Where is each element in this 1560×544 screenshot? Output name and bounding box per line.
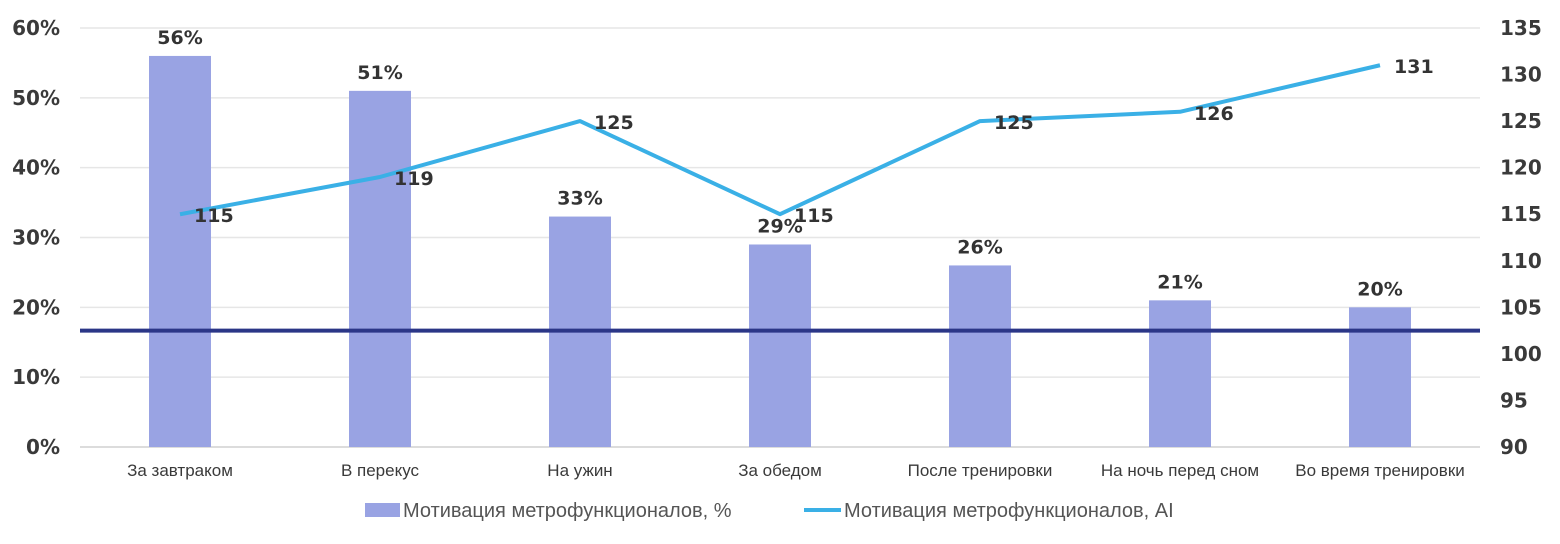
bar-value-label: 29% — [757, 215, 802, 237]
y-left-tick-label: 20% — [12, 295, 60, 319]
bar-value-label: 21% — [1157, 271, 1202, 293]
bar — [1149, 300, 1211, 447]
line-path — [179, 63, 1381, 217]
y-right-tick-label: 130 — [1500, 63, 1542, 87]
line-data-labels: 115 119 125 115 125 126 131 — [194, 56, 1434, 227]
legend-swatch-bars — [365, 503, 400, 517]
legend: Мотивация метрофункционалов, % Мотивация… — [365, 500, 1174, 522]
y-right-tick-label: 95 — [1500, 388, 1528, 412]
y-right-tick-label: 90 — [1500, 435, 1528, 459]
line-series — [179, 63, 1381, 217]
line-value-label: 125 — [594, 112, 634, 134]
bar-value-label: 33% — [557, 188, 602, 210]
y-left-tick-label: 40% — [12, 156, 60, 180]
bar — [749, 244, 811, 447]
bar — [149, 55, 211, 447]
bar-data-labels: 56% 51% 33% 29% 26% 21% 20% — [157, 27, 1402, 300]
y-axis-right: 90 95 100 105 110 115 120 125 130 135 — [1500, 16, 1542, 459]
y-left-tick-label: 60% — [12, 16, 60, 40]
y-right-tick-label: 125 — [1500, 109, 1542, 133]
line-value-label: 119 — [394, 168, 434, 190]
y-left-tick-label: 30% — [12, 226, 60, 250]
bar-value-label: 20% — [1357, 278, 1402, 300]
bar-value-label: 51% — [357, 62, 402, 84]
y-left-tick-label: 0% — [26, 435, 60, 459]
legend-label-bars: Мотивация метрофункционалов, % — [403, 500, 732, 522]
x-category-label: За обедом — [738, 461, 822, 480]
line-value-label: 115 — [194, 205, 234, 227]
x-category-label: После тренировки — [908, 461, 1053, 480]
y-axis-left: 0% 10% 20% 30% 40% 50% 60% — [12, 16, 60, 459]
bar-value-label: 56% — [157, 27, 202, 49]
y-right-tick-label: 115 — [1500, 202, 1542, 226]
x-axis: За завтраком В перекус На ужин За обедом Пос… — [127, 461, 1465, 480]
bar — [949, 265, 1011, 447]
y-right-tick-label: 120 — [1500, 156, 1542, 180]
line-value-label: 125 — [994, 112, 1034, 134]
legend-label-line: Мотивация метрофункционалов, AI — [844, 500, 1174, 522]
y-right-tick-label: 135 — [1500, 16, 1542, 40]
y-left-tick-label: 10% — [12, 365, 60, 389]
line-value-label: 126 — [1194, 103, 1234, 125]
x-category-label: За завтраком — [127, 461, 233, 480]
line-value-label: 115 — [794, 205, 834, 227]
bar-value-label: 26% — [957, 236, 1002, 258]
y-right-tick-label: 105 — [1500, 295, 1542, 319]
x-category-label: На ночь перед сном — [1101, 461, 1259, 480]
y-right-tick-label: 110 — [1500, 249, 1542, 273]
x-category-label: На ужин — [547, 461, 612, 480]
x-category-label: В перекус — [341, 461, 420, 480]
x-category-label: Во время тренировки — [1295, 461, 1465, 480]
y-left-tick-label: 50% — [12, 86, 60, 110]
bar — [349, 90, 411, 447]
line-value-label: 131 — [1394, 56, 1434, 78]
y-right-tick-label: 100 — [1500, 342, 1542, 366]
bar — [1349, 307, 1411, 447]
